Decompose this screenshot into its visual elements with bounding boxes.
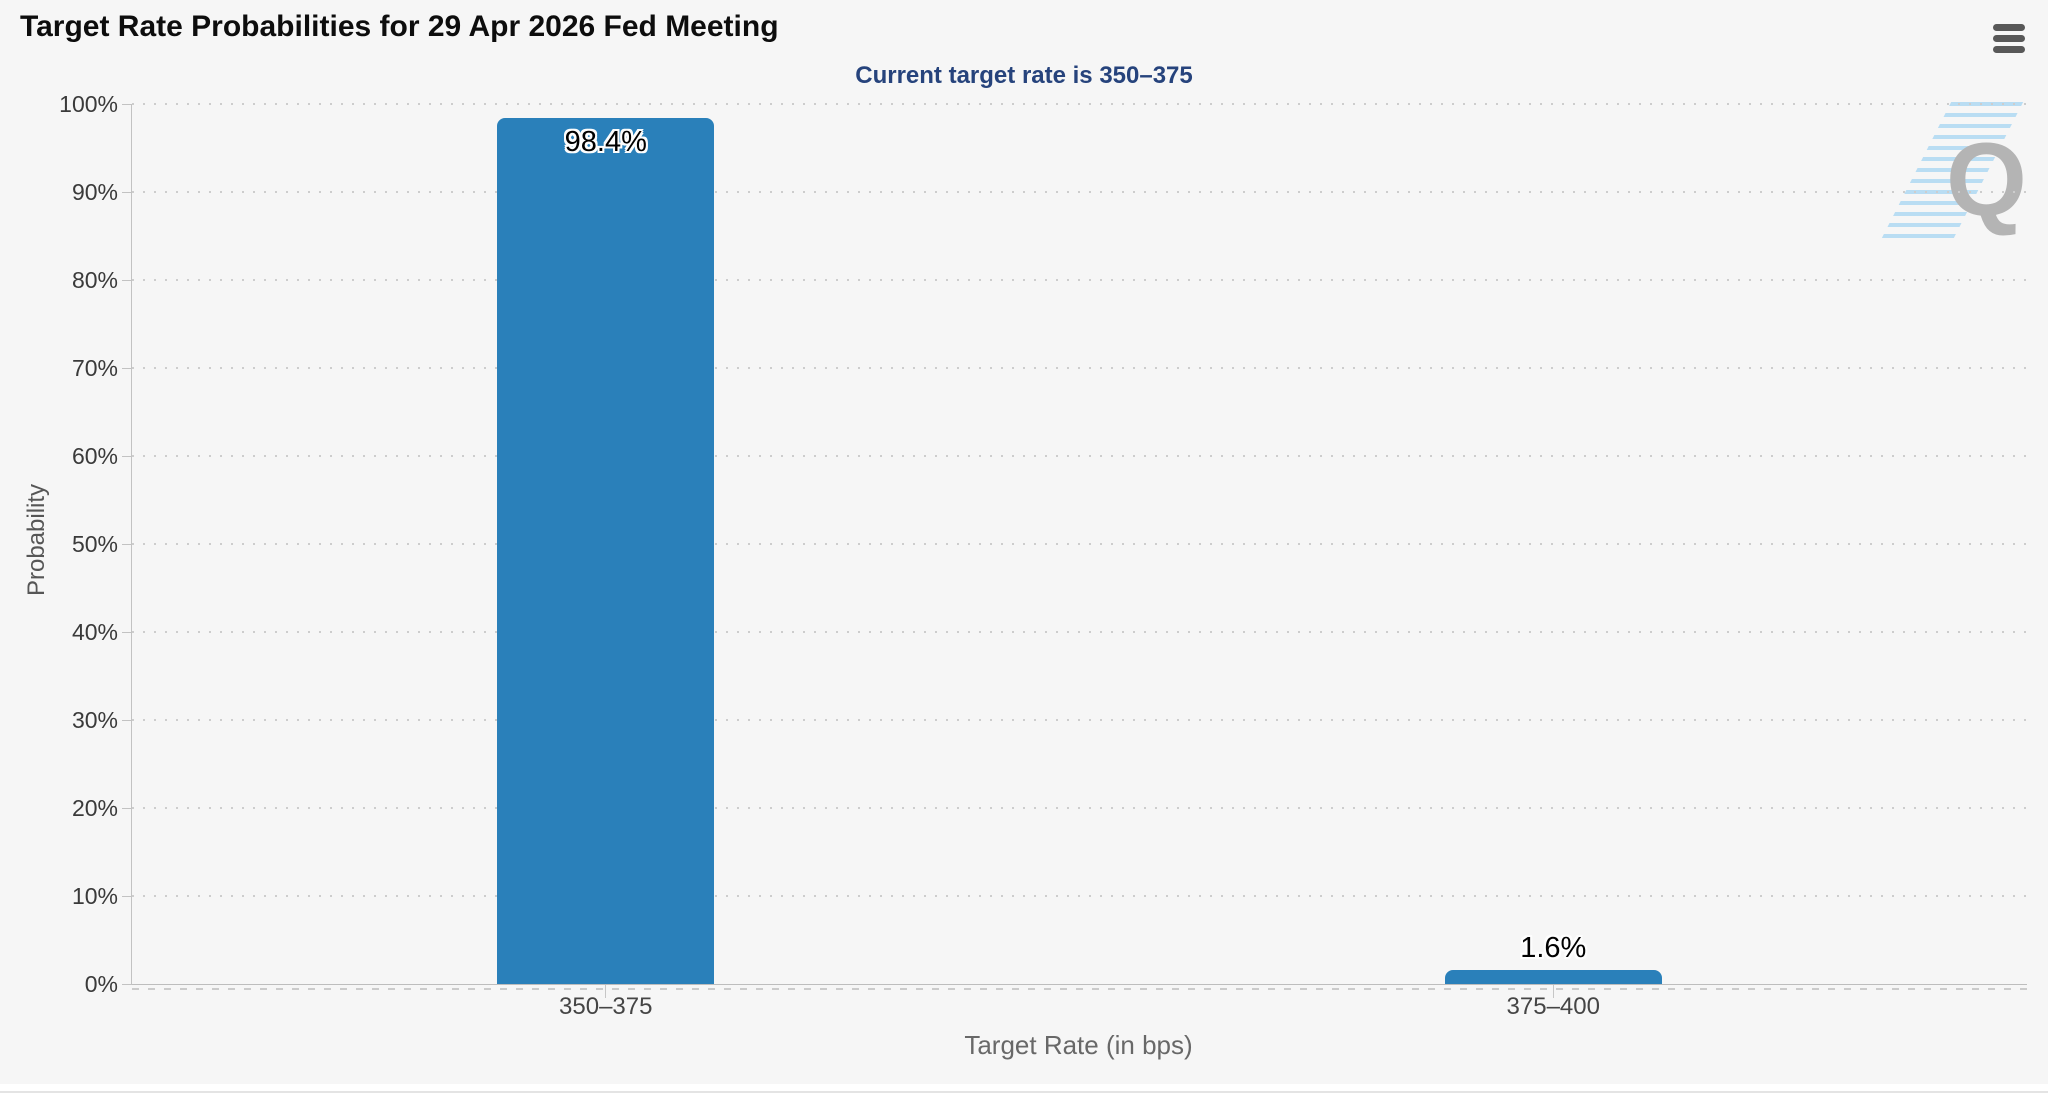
chart-menu-button[interactable] [1989,20,2029,60]
y-tick-label: 90% [71,179,118,205]
x-tick-mark [605,985,607,998]
bottom-divider [0,1091,2048,1093]
y-tick-mark [122,895,132,897]
gridline-30 [132,719,2027,721]
watermark-q-icon: Q [1946,122,2027,238]
gridline-100 [132,103,2027,105]
gridline-90 [132,191,2027,193]
y-tick-label: 30% [71,707,118,733]
gridline-40 [132,631,2027,633]
y-tick-mark [122,543,132,545]
y-tick-label: 70% [71,355,118,381]
y-tick-mark [122,719,132,721]
bar-350–375[interactable] [497,118,715,984]
y-tick-mark [122,367,132,369]
y-tick-mark [122,631,132,633]
bar-value-label: 98.4% [564,126,647,159]
y-tick-mark [122,191,132,193]
y-tick-label: 80% [71,267,118,293]
y-tick-mark [122,807,132,809]
gridline-60 [132,455,2027,457]
gridline-80 [132,279,2027,281]
bar-value-label: 1.6% [1520,931,1587,964]
gridline-20 [132,807,2027,809]
gridline-70 [132,367,2027,369]
y-tick-label: 100% [59,91,118,117]
y-tick-label: 10% [71,883,118,909]
y-tick-label: 50% [71,531,118,557]
plot-area: 0% 10% 20% 30% 40% 50% 60% 70% 80% 90% 100% 98.4% 35… [59,91,2027,1020]
y-axis-title: Probability [23,483,50,597]
y-tick-label: 0% [84,971,118,997]
y-tick-label: 20% [71,795,118,821]
chart-subtitle: Current target rate is 350–375 [855,62,1193,89]
x-tick-mark [1552,985,1554,998]
y-tick-mark [122,983,132,985]
x-tick-label: 375–400 [1506,993,1600,1020]
gridline-50 [132,543,2027,545]
bar-375–400[interactable] [1444,969,1662,984]
y-tick-mark [122,455,132,457]
gridline-10 [132,895,2027,897]
x-axis-title: Target Rate (in bps) [964,1030,1193,1060]
chart-title: Target Rate Probabilities for 29 Apr 202… [20,10,779,43]
y-tick-mark [122,103,132,105]
y-tick-mark [122,279,132,281]
y-tick-label: 40% [71,619,118,645]
x-axis-minor-ticks [132,988,2027,990]
y-tick-label: 60% [71,443,118,469]
x-tick-label: 350–375 [559,993,653,1020]
